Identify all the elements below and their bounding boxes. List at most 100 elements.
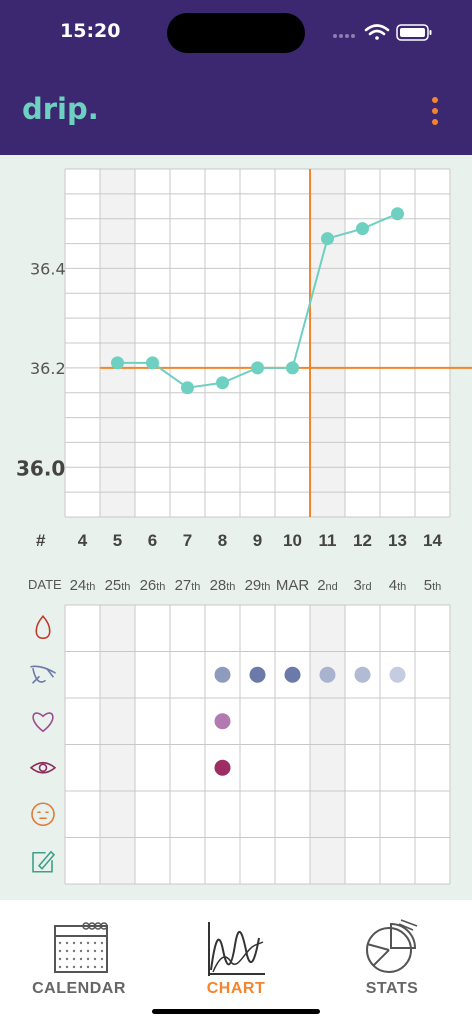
mucus-stroke: [32, 667, 54, 684]
date-label: 26th: [140, 577, 166, 594]
date-suffix: th: [191, 581, 200, 593]
symptom-mark: [214, 759, 231, 776]
date-label: 2nd: [317, 577, 338, 594]
date-suffix: th: [156, 581, 165, 593]
mucus-stroke: [30, 665, 56, 674]
temperature-point: [181, 381, 194, 395]
calendar-dot: [93, 941, 97, 945]
date-label: 27th: [175, 577, 201, 594]
calendar-dot: [100, 957, 104, 961]
temperature-point: [391, 207, 404, 221]
menu-dot: [432, 108, 438, 114]
face-outline: [31, 802, 55, 827]
calendar-dot: [65, 965, 69, 969]
battery-icon: [396, 24, 432, 41]
symptom-mark: [214, 713, 231, 730]
calendar-dot: [65, 949, 69, 953]
y-tick-label: 36.4: [30, 259, 66, 278]
symptom-mark: [284, 666, 301, 683]
date-label: MAR: [276, 577, 310, 594]
calendar-dot: [86, 957, 90, 961]
date-label: 3rd: [353, 577, 371, 594]
date-label: 24th: [70, 577, 96, 594]
calendar-dot: [58, 957, 62, 961]
calendar-dot: [86, 941, 90, 945]
cycle-day-label: 9: [253, 531, 262, 550]
more-menu-button[interactable]: [423, 95, 447, 127]
symptom-mark: [249, 666, 266, 683]
date-label: 25th: [105, 577, 131, 594]
mucus-stroke: [32, 667, 46, 683]
date-suffix: th: [86, 581, 95, 593]
temperature-point: [286, 361, 299, 375]
date-label: 28th: [210, 577, 236, 594]
mood-face-icon: [31, 802, 55, 827]
eye-pupil: [38, 763, 48, 773]
drop-outline: [35, 615, 51, 640]
calendar-dot: [58, 949, 62, 953]
cycle-day-label: 5: [113, 531, 122, 550]
calendar-dot: [65, 957, 69, 961]
signal-icon: [333, 34, 355, 38]
calendar-dot: [93, 949, 97, 953]
date-suffix: rd: [362, 581, 372, 593]
calendar-dot: [79, 941, 83, 945]
date-suffix: th: [226, 581, 235, 593]
tab-label: CALENDAR: [32, 980, 126, 997]
y-tick-label: 36.2: [30, 359, 66, 378]
chart-labels: 36.4 36.2 36.0 # 4 5 6 7 8 9 10 11 12 13 14 DATE 24th 25t…: [16, 259, 442, 594]
wifi-icon: [364, 24, 390, 40]
note-outline: [32, 851, 53, 873]
cycle-day-label: 13: [388, 531, 407, 550]
temperature-point: [321, 232, 334, 246]
app-logo[interactable]: drip.: [22, 92, 99, 126]
calendar-dot: [72, 957, 76, 961]
tab-stats[interactable]: STATS: [317, 900, 467, 1024]
status-icons: [333, 24, 432, 41]
calendar-dot: [58, 941, 62, 945]
home-indicator: [152, 1009, 320, 1014]
cycle-chart[interactable]: 36.4 36.2 36.0 # 4 5 6 7 8 9 10 11 12 13 14 DATE 24th 25t…: [0, 155, 472, 900]
pie-chart-icon: [366, 919, 418, 973]
bottom-tab-bar: CALENDAR CHART STATS: [0, 900, 472, 1024]
note-edit-icon: [32, 850, 56, 873]
tab-label: CHART: [206, 980, 266, 997]
bleeding-drop-icon: [35, 615, 51, 640]
cycle-day-label: 11: [319, 531, 337, 550]
symptom-mark: [214, 666, 231, 683]
cycle-day-label: 8: [218, 531, 227, 550]
tab-chart[interactable]: CHART: [161, 900, 311, 1024]
cycle-day-label: 14: [423, 531, 442, 550]
tab-calendar[interactable]: CALENDAR: [4, 900, 154, 1024]
tab-label: STATS: [365, 980, 419, 997]
eye-outline: [29, 761, 57, 774]
temperature-line: [100, 169, 472, 517]
menu-dot: [432, 119, 438, 125]
calendar-dot: [65, 941, 69, 945]
calendar-dot: [79, 965, 83, 969]
date-suffix: th: [432, 581, 441, 593]
symptom-mark: [319, 666, 336, 683]
cycle-day-label: 10: [283, 531, 302, 550]
date-suffix: th: [397, 581, 406, 593]
calendar-dot: [100, 965, 104, 969]
symptom-mark: [354, 666, 371, 683]
calendar-dot: [58, 965, 62, 969]
app-header: 15:20 drip.: [0, 0, 472, 155]
symptom-mark: [389, 666, 406, 683]
temperature-point: [111, 356, 124, 370]
calendar-dot: [93, 965, 97, 969]
date-suffix: nd: [326, 581, 338, 593]
pencil-outline: [37, 850, 56, 870]
sex-heart-icon: [32, 712, 54, 733]
date-suffix: th: [121, 581, 130, 593]
calendar-dot: [100, 949, 104, 953]
date-label: 4th: [389, 577, 407, 594]
calendar-dot: [93, 957, 97, 961]
calendar-dot: [86, 949, 90, 953]
date-label: 5th: [424, 577, 442, 594]
cycle-day-label: 7: [183, 531, 192, 550]
symptom-rows: [29, 615, 406, 873]
camera-notch: [167, 13, 305, 53]
calendar-dot: [79, 957, 83, 961]
